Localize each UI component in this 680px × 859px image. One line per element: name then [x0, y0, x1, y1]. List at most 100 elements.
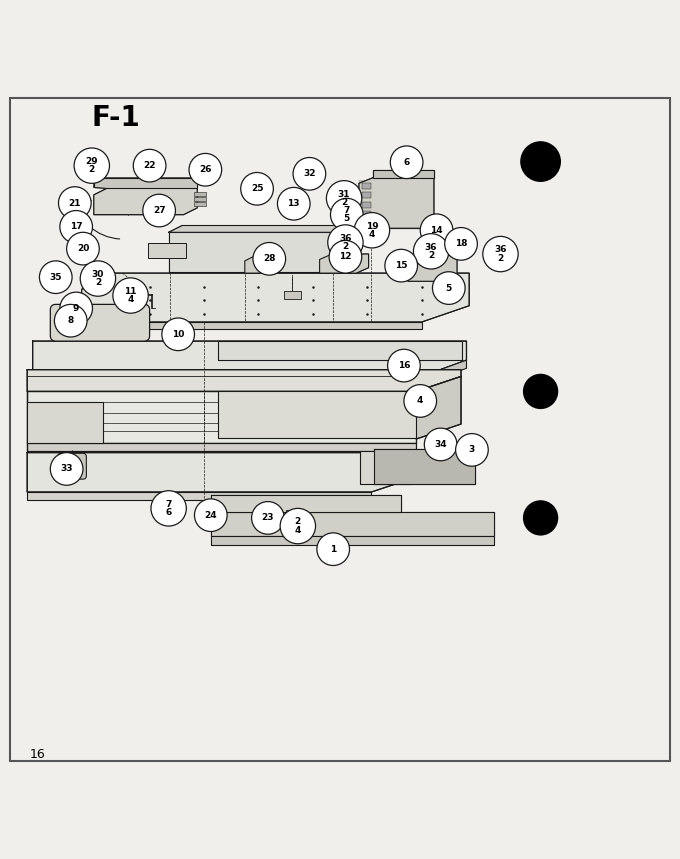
Text: 12: 12: [339, 253, 352, 261]
Circle shape: [80, 261, 116, 296]
Circle shape: [520, 141, 561, 182]
Circle shape: [133, 149, 166, 182]
Circle shape: [388, 350, 420, 382]
Text: 26: 26: [199, 165, 211, 174]
Polygon shape: [416, 376, 461, 439]
Text: 25: 25: [251, 185, 263, 193]
Bar: [194, 192, 206, 196]
Circle shape: [445, 228, 477, 260]
Text: 20: 20: [77, 244, 89, 253]
Polygon shape: [169, 232, 347, 271]
Text: 27: 27: [153, 206, 165, 215]
Text: 15: 15: [395, 261, 407, 270]
Polygon shape: [82, 322, 422, 329]
FancyBboxPatch shape: [50, 304, 150, 341]
Polygon shape: [211, 495, 401, 513]
Circle shape: [390, 146, 423, 179]
Polygon shape: [360, 451, 412, 484]
Text: 3: 3: [469, 446, 475, 454]
Polygon shape: [422, 360, 466, 385]
Circle shape: [523, 374, 558, 409]
Polygon shape: [27, 369, 461, 392]
Polygon shape: [218, 392, 416, 437]
Text: 35: 35: [50, 272, 62, 282]
Polygon shape: [94, 188, 197, 215]
Circle shape: [113, 277, 148, 314]
Bar: [148, 243, 186, 259]
Circle shape: [194, 499, 227, 532]
Circle shape: [241, 173, 273, 205]
Circle shape: [326, 180, 362, 216]
Circle shape: [253, 242, 286, 275]
Circle shape: [151, 490, 186, 526]
Circle shape: [385, 249, 418, 282]
Polygon shape: [27, 453, 416, 492]
Circle shape: [424, 428, 457, 460]
Circle shape: [60, 210, 92, 243]
Bar: [362, 211, 371, 217]
Circle shape: [67, 232, 99, 265]
Text: 34: 34: [435, 440, 447, 449]
Circle shape: [189, 154, 222, 186]
Text: 31
2: 31 2: [338, 190, 350, 207]
Text: 32: 32: [303, 169, 316, 179]
Text: 6: 6: [403, 158, 410, 167]
Circle shape: [420, 214, 453, 247]
Text: 24: 24: [205, 511, 217, 520]
Polygon shape: [364, 224, 441, 228]
Circle shape: [252, 502, 284, 534]
Text: 7
5: 7 5: [343, 206, 350, 223]
Circle shape: [39, 261, 72, 294]
Polygon shape: [218, 341, 462, 360]
Circle shape: [329, 241, 362, 273]
Circle shape: [483, 236, 518, 271]
Bar: [194, 197, 206, 201]
Circle shape: [317, 533, 350, 565]
Text: 7
6: 7 6: [165, 500, 172, 517]
Text: 16: 16: [398, 361, 410, 370]
Polygon shape: [82, 273, 469, 322]
Text: 23: 23: [262, 514, 274, 522]
Bar: [362, 183, 371, 189]
Text: 36
2: 36 2: [425, 243, 437, 260]
Text: 5: 5: [445, 283, 452, 293]
Circle shape: [523, 500, 558, 535]
Text: 21: 21: [69, 198, 81, 208]
Circle shape: [354, 212, 390, 248]
Circle shape: [328, 225, 363, 260]
Polygon shape: [33, 376, 422, 385]
Text: 2
4: 2 4: [294, 517, 301, 534]
Polygon shape: [211, 535, 494, 545]
Polygon shape: [320, 254, 369, 273]
Text: F-1: F-1: [91, 104, 140, 132]
Text: 36
2: 36 2: [339, 234, 352, 251]
Polygon shape: [169, 226, 360, 232]
Circle shape: [204, 500, 212, 509]
Text: 4: 4: [417, 397, 424, 405]
Text: 19
4: 19 4: [366, 222, 378, 239]
Bar: [284, 291, 301, 299]
Text: 8: 8: [67, 316, 74, 326]
Circle shape: [330, 198, 363, 231]
Circle shape: [60, 292, 92, 325]
Text: 18: 18: [455, 240, 467, 248]
Text: 16: 16: [29, 748, 46, 761]
Polygon shape: [373, 170, 434, 178]
Text: 11
4: 11 4: [124, 287, 137, 304]
Text: 14: 14: [430, 226, 443, 235]
Text: 29
2: 29 2: [86, 157, 98, 174]
Circle shape: [293, 157, 326, 190]
Text: 22: 22: [143, 161, 156, 170]
Text: 28: 28: [263, 254, 275, 264]
Circle shape: [404, 385, 437, 417]
Circle shape: [277, 187, 310, 220]
Text: 13: 13: [288, 199, 300, 208]
Circle shape: [143, 194, 175, 227]
Circle shape: [413, 234, 449, 269]
Bar: [194, 203, 206, 206]
Polygon shape: [359, 178, 434, 228]
Polygon shape: [245, 255, 283, 273]
Text: 9: 9: [73, 304, 80, 313]
Polygon shape: [27, 492, 371, 500]
Circle shape: [162, 318, 194, 350]
